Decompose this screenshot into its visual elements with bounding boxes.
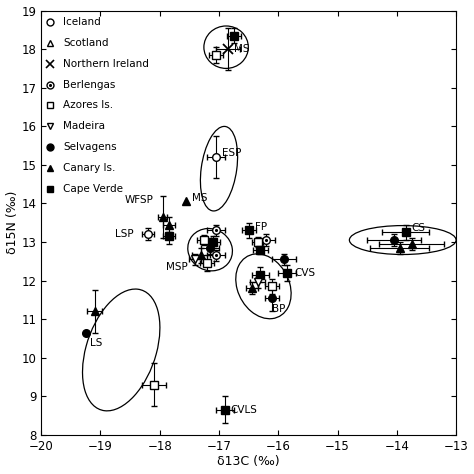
- Text: MS: MS: [192, 192, 208, 202]
- Text: Northern Ireland: Northern Ireland: [63, 59, 149, 69]
- Text: BP: BP: [273, 304, 286, 314]
- Y-axis label: δ15N (‰): δ15N (‰): [6, 191, 18, 255]
- Text: MSP: MSP: [165, 262, 187, 272]
- Text: CS: CS: [411, 223, 426, 234]
- Text: Scotland: Scotland: [63, 38, 109, 48]
- Text: Azores Is.: Azores Is.: [63, 100, 113, 110]
- Text: FP: FP: [255, 221, 267, 231]
- Text: Cape Verde: Cape Verde: [63, 184, 123, 194]
- Text: CVLS: CVLS: [231, 405, 258, 415]
- Text: LSP: LSP: [115, 229, 134, 239]
- Text: Canary Is.: Canary Is.: [63, 163, 116, 173]
- X-axis label: δ13C (‰): δ13C (‰): [217, 456, 280, 468]
- Text: WFSP: WFSP: [124, 194, 153, 205]
- Text: ESP: ESP: [222, 148, 241, 158]
- Text: LS: LS: [91, 338, 103, 348]
- Text: Berlengas: Berlengas: [63, 80, 116, 90]
- Text: MS: MS: [234, 44, 249, 54]
- Text: Iceland: Iceland: [63, 17, 101, 27]
- Text: Selvagens: Selvagens: [63, 142, 117, 152]
- Text: CVS: CVS: [294, 268, 315, 278]
- Text: Madeira: Madeira: [63, 121, 105, 131]
